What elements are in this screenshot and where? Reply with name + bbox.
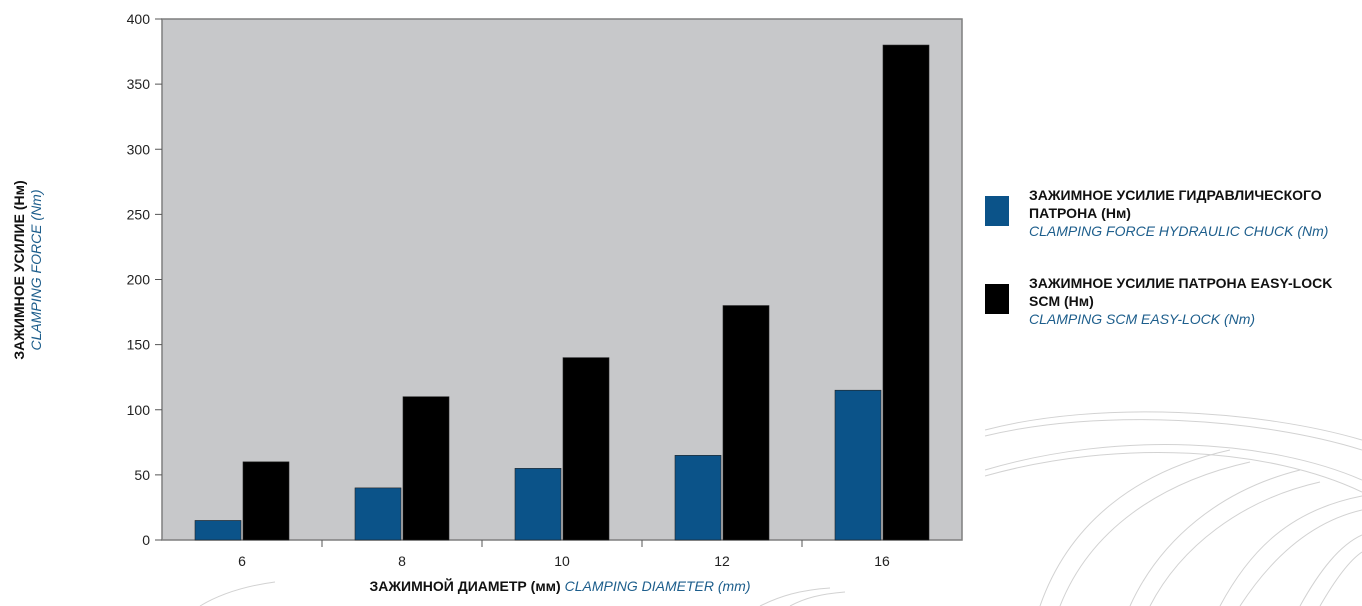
y-axis: 0 50 100 150 200 250 300 350 400 [127,11,162,548]
y-tick-label: 200 [127,272,151,288]
x-tick-label: 10 [554,553,570,569]
bar-easylock [242,461,290,541]
x-axis: 6 8 10 12 16 [238,540,890,569]
bar-easylock [722,305,770,541]
y-tick-label: 250 [127,206,151,222]
y-axis-title: ЗАЖИМНОЕ УСИЛИЕ (Нм) CLAMPING FORCE (Nm) [6,140,50,400]
y-tick-label: 100 [127,402,151,418]
y-tick-label: 50 [134,467,150,483]
y-tick-label: 350 [127,76,151,92]
bars-group [194,44,930,541]
y-tick-label: 300 [127,141,151,157]
bar-hydraulic [834,389,882,541]
bar-hydraulic [674,455,722,541]
x-axis-title-en: CLAMPING DIAMETER (mm) [564,578,751,594]
legend-swatch-easylock [985,284,1009,314]
bar-hydraulic [514,468,562,541]
x-tick-label: 6 [238,553,246,569]
legend-label-easylock-ru: ЗАЖИМНОЕ УСИЛИЕ ПАТРОНА EASY-LOCK SCM (Н… [1029,275,1333,309]
legend-label-easylock-en: CLAMPING SCM EASY-LOCK (Nm) [1029,311,1256,327]
bar-hydraulic [194,520,242,541]
x-tick-label: 12 [714,553,730,569]
bar-hydraulic [354,487,402,541]
legend: ЗАЖИМНОЕ УСИЛИЕ ГИДРАВЛИЧЕСКОГО ПАТРОНА … [985,186,1355,362]
y-tick-label: 400 [127,11,151,27]
y-tick-label: 0 [142,532,150,548]
x-axis-title-ru: ЗАЖИМНОЙ ДИАМЕТР (мм) [369,578,561,594]
y-axis-title-en: CLAMPING FORCE (Nm) [28,189,44,351]
legend-label-hydraulic-ru: ЗАЖИМНОЕ УСИЛИЕ ГИДРАВЛИЧЕСКОГО ПАТРОНА … [1029,187,1322,221]
bar-easylock [562,357,610,541]
x-axis-title: ЗАЖИМНОЙ ДИАМЕТР (мм) CLAMPING DIAMETER … [160,578,960,594]
legend-swatch-hydraulic [985,196,1009,226]
x-tick-label: 16 [874,553,890,569]
x-tick-label: 8 [398,553,406,569]
legend-item-easylock: ЗАЖИМНОЕ УСИЛИЕ ПАТРОНА EASY-LOCK SCM (Н… [985,274,1355,328]
bar-easylock [882,44,930,541]
plot-area [161,18,963,541]
legend-item-hydraulic: ЗАЖИМНОЕ УСИЛИЕ ГИДРАВЛИЧЕСКОГО ПАТРОНА … [985,186,1355,240]
bar-easylock [402,396,450,541]
legend-label-hydraulic-en: CLAMPING FORCE HYDRAULIC CHUCK (Nm) [1029,223,1329,239]
y-tick-label: 150 [127,337,151,353]
y-axis-title-ru: ЗАЖИМНОЕ УСИЛИЕ (Нм) [11,180,27,360]
